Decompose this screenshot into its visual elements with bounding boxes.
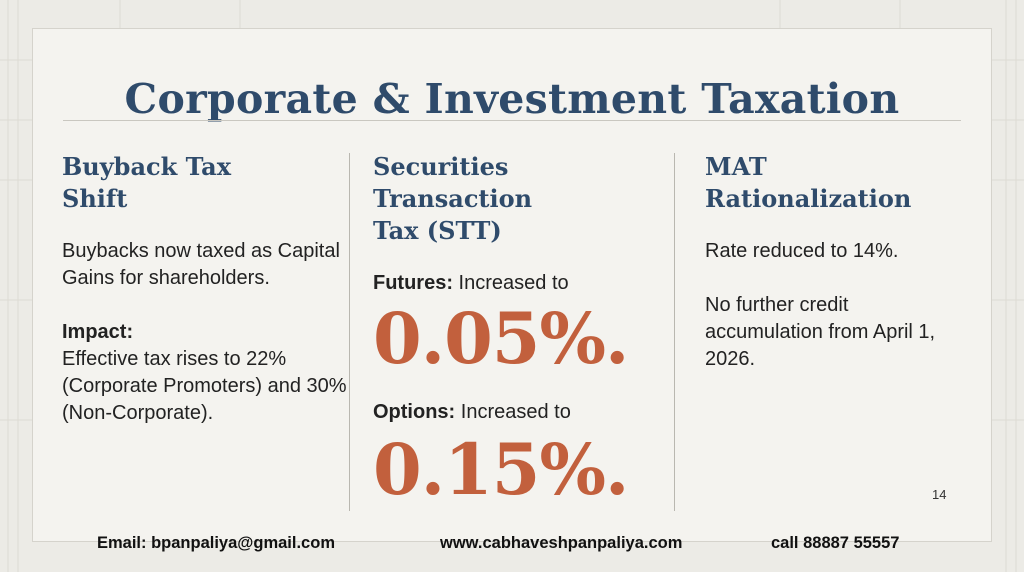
futures-line: Futures: Increased to bbox=[373, 270, 671, 297]
footer-website: www.cabhaveshpanpaliya.com bbox=[440, 534, 683, 552]
mat-heading: MAT Rationalization bbox=[705, 152, 912, 213]
impact-text: Effective tax rises to 22% (Corporate Pr… bbox=[62, 348, 347, 424]
slide-panel: Corporate & Investment Taxation Buyback … bbox=[32, 28, 992, 542]
options-label: Options: bbox=[373, 401, 456, 423]
mat-column: MAT Rationalization Rate reduced to 14%.… bbox=[705, 151, 967, 373]
futures-rate: 0.05%. bbox=[373, 297, 629, 380]
stt-heading: Securities Transaction Tax (STT) bbox=[373, 152, 533, 245]
slide-title: Corporate & Investment Taxation bbox=[124, 75, 900, 123]
footer-email: Email: bpanpaliya@gmail.com bbox=[97, 534, 335, 552]
column-divider-2 bbox=[674, 153, 675, 511]
title-divider bbox=[63, 120, 961, 121]
mat-rate-text: Rate reduced to 14%. bbox=[705, 240, 899, 262]
options-rate: 0.15%. bbox=[373, 428, 629, 511]
footer-phone: call 88887 55557 bbox=[771, 534, 900, 552]
futures-text: Increased to bbox=[453, 272, 569, 294]
buyback-heading: Buyback Tax Shift bbox=[62, 152, 232, 213]
buyback-column: Buyback Tax Shift Buybacks now taxed as … bbox=[62, 151, 347, 427]
stt-column: Securities Transaction Tax (STT) Futures… bbox=[373, 151, 671, 510]
options-line: Options: Increased to bbox=[373, 399, 671, 426]
mat-credit-text: No further credit accumulation from Apri… bbox=[705, 294, 936, 370]
buyback-description: Buybacks now taxed as Capital Gains for … bbox=[62, 240, 340, 289]
page-number: 14 bbox=[932, 487, 947, 502]
column-divider-1 bbox=[349, 153, 350, 511]
impact-label: Impact: bbox=[62, 321, 134, 343]
options-text: Increased to bbox=[455, 401, 571, 423]
futures-label: Futures: bbox=[373, 272, 453, 294]
